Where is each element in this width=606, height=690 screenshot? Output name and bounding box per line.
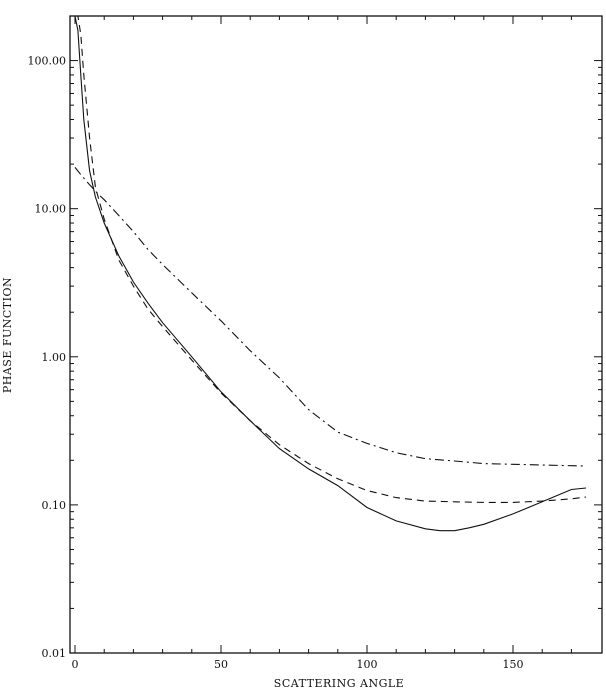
series-line-dash-dot	[74, 167, 587, 467]
plot-frame	[69, 15, 603, 654]
series-line-dashed	[75, 15, 587, 503]
x-tick-label: 50	[214, 658, 228, 671]
y-tick-label: 0.10	[42, 499, 67, 512]
y-tick-label: 0.01	[42, 647, 67, 660]
y-axis-label: PHASE FUNCTION	[1, 277, 14, 393]
y-tick-label: 100.00	[28, 55, 67, 68]
axis-ticks: 0.01 0.10 1.00 10.00 100.00 0 50 100 150	[28, 16, 602, 671]
y-tick-label: 10.00	[35, 203, 67, 216]
x-tick-label: 150	[503, 658, 524, 671]
series-line-solid	[74, 15, 587, 532]
x-axis-label: SCATTERING ANGLE	[274, 677, 404, 690]
series-layer	[74, 15, 587, 532]
x-tick-label: 100	[357, 658, 378, 671]
x-tick-label: 0	[72, 658, 79, 671]
y-tick-label: 1.00	[42, 351, 67, 364]
